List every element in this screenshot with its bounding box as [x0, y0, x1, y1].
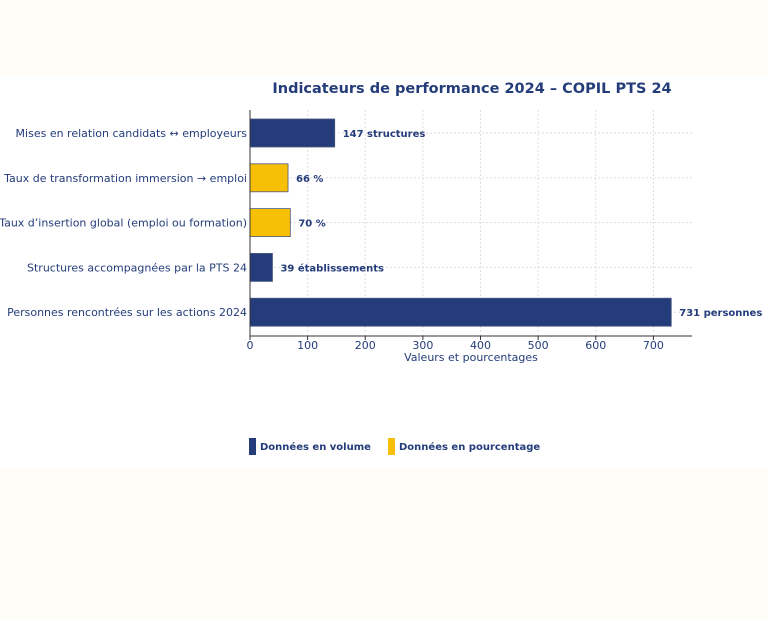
- data-label: 70 %: [298, 219, 325, 230]
- bar: [249, 252, 273, 282]
- x-tick-label: 500: [528, 339, 549, 352]
- chart-area: Indicateurs de performance 2024 – COPIL …: [0, 75, 768, 468]
- y-tick-label: Personnes rencontrées sur les actions 20…: [7, 306, 247, 319]
- y-tick-label: Mises en relation candidats ↔ employeurs: [16, 127, 248, 140]
- bar: [249, 163, 289, 193]
- bar: [249, 208, 291, 238]
- x-tick-label: 300: [412, 339, 433, 352]
- x-tick-label: 400: [470, 339, 491, 352]
- legend-swatch: [249, 438, 256, 455]
- data-label: 66 %: [296, 174, 323, 185]
- bar-chart: Indicateurs de performance 2024 – COPIL …: [0, 81, 762, 455]
- x-tick-label: 0: [247, 339, 254, 352]
- y-tick-label: Taux de transformation immersion → emplo…: [3, 172, 247, 185]
- y-tick-label: Taux d’insertion global (emploi ou forma…: [0, 217, 247, 230]
- y-tick-label: Structures accompagnées par la PTS 24: [27, 261, 247, 274]
- x-tick-label: 100: [297, 339, 318, 352]
- data-label: 731 personnes: [679, 308, 762, 319]
- bar: [249, 118, 336, 148]
- legend-label: Données en volume: [260, 441, 371, 453]
- x-tick-label: 200: [355, 339, 376, 352]
- x-tick-label: 600: [585, 339, 606, 352]
- chart-title: Indicateurs de performance 2024 – COPIL …: [272, 81, 671, 97]
- legend-swatch: [388, 438, 395, 455]
- x-axis-label: Valeurs et pourcentages: [404, 351, 538, 364]
- data-label: 39 établissements: [280, 262, 384, 274]
- data-label: 147 structures: [343, 129, 426, 140]
- legend-label: Données en pourcentage: [399, 441, 540, 453]
- x-tick-label: 700: [643, 339, 664, 352]
- bar: [249, 297, 672, 327]
